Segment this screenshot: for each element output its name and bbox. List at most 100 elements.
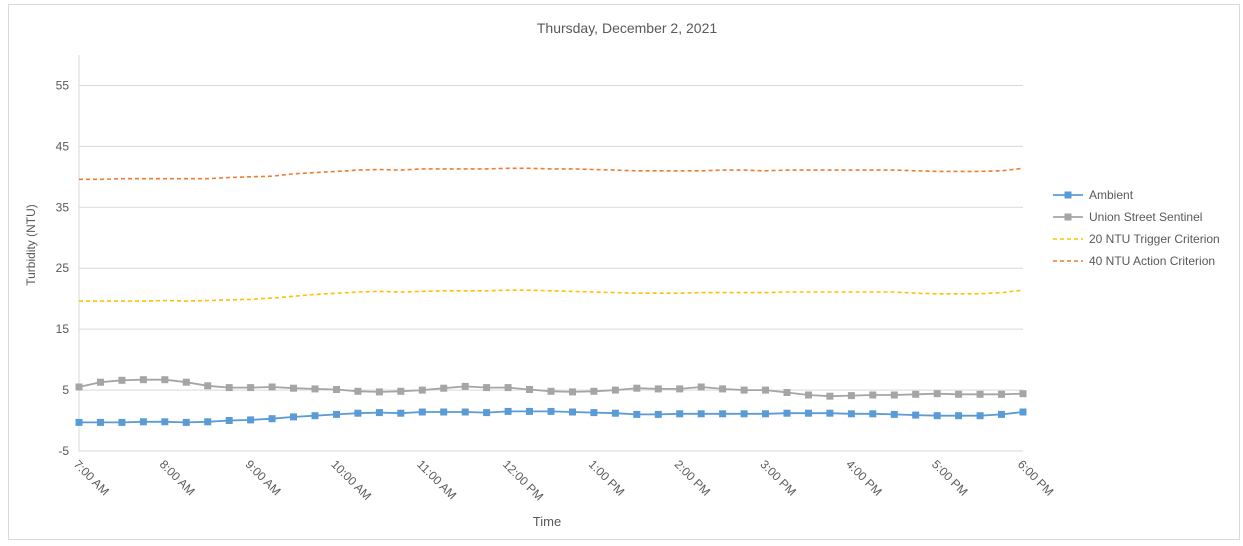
data-point-union-street-sentinel xyxy=(397,387,405,395)
data-point-union-street-sentinel xyxy=(268,383,276,391)
x-tick-label: 7:00 AM xyxy=(71,457,112,498)
legend-marker-union-street-sentinel xyxy=(1064,213,1072,221)
legend: Ambient Union Street Sentinel 20 NTU Trigg… xyxy=(1053,188,1220,268)
data-point-union-street-sentinel xyxy=(740,386,748,394)
data-point-ambient xyxy=(697,410,705,418)
data-point-ambient xyxy=(440,408,448,416)
data-point-union-street-sentinel xyxy=(783,389,791,396)
data-point-union-street-sentinel xyxy=(161,376,169,384)
data-point-union-street-sentinel xyxy=(590,387,598,395)
data-point-ambient xyxy=(611,409,619,417)
data-point-ambient xyxy=(933,412,941,420)
data-point-ambient xyxy=(783,409,791,417)
legend-label-union-street-sentinel: Union Street Sentinel xyxy=(1089,210,1202,224)
x-axis-label: Time xyxy=(533,514,561,529)
data-point-ambient xyxy=(869,410,877,418)
data-point-ambient xyxy=(826,409,834,417)
data-point-ambient xyxy=(998,410,1005,418)
data-point-ambient xyxy=(204,418,212,426)
data-point-ambient xyxy=(676,410,684,418)
x-axis-tick-labels: 7:00 AM 8:00 AM 9:00 AM 10:00 AM 11:00 AM 12:… xyxy=(71,457,1057,503)
data-point-union-street-sentinel xyxy=(182,378,190,386)
x-tick-label: 1:00 PM xyxy=(586,457,628,499)
data-point-union-street-sentinel xyxy=(418,386,426,394)
data-point-union-street-sentinel xyxy=(633,384,641,392)
data-point-ambient xyxy=(483,409,491,417)
turbidity-line-chart: Thursday, December 2, 2021 -5 5 15 25 35 45 55… xyxy=(24,20,1220,529)
data-point-union-street-sentinel xyxy=(290,384,297,392)
data-point-ambient xyxy=(1019,408,1027,416)
data-point-union-street-sentinel xyxy=(97,378,104,386)
gridlines xyxy=(78,55,1023,452)
data-point-ambient xyxy=(375,409,383,417)
y-tick-label-55: 55 xyxy=(56,78,70,92)
x-tick-label: 9:00 AM xyxy=(243,457,284,498)
data-point-union-street-sentinel xyxy=(826,392,834,400)
data-point-union-street-sentinel xyxy=(247,384,255,392)
data-point-ambient xyxy=(161,418,169,426)
data-point-union-street-sentinel xyxy=(654,385,662,393)
data-point-union-street-sentinel xyxy=(504,384,512,392)
legend-label-20-ntu-trigger-criterion: 20 NTU Trigger Criterion xyxy=(1089,232,1220,246)
series-line-20-ntu-trigger-criterion xyxy=(79,289,1024,302)
x-tick-label: 5:00 PM xyxy=(929,457,971,499)
y-tick-label-45: 45 xyxy=(56,139,70,153)
y-tick-label-25: 25 xyxy=(56,261,70,275)
data-point-union-street-sentinel xyxy=(204,382,212,390)
data-point-union-street-sentinel xyxy=(976,390,984,398)
data-point-union-street-sentinel xyxy=(890,391,898,399)
data-point-union-street-sentinel xyxy=(139,376,147,384)
data-point-ambient xyxy=(333,410,340,418)
data-point-ambient xyxy=(461,408,469,416)
data-point-ambient xyxy=(225,417,233,424)
legend-label-40-ntu-action-criterion: 40 NTU Action Criterion xyxy=(1089,254,1215,268)
data-point-union-street-sentinel xyxy=(805,391,812,399)
y-tick-label-15: 15 xyxy=(56,322,70,336)
x-tick-label: 8:00 AM xyxy=(157,457,198,498)
series-group xyxy=(75,167,1027,426)
legend-label-ambient: Ambient xyxy=(1089,188,1134,202)
data-point-union-street-sentinel xyxy=(1019,390,1027,398)
data-point-ambient xyxy=(354,409,362,417)
chart-title: Thursday, December 2, 2021 xyxy=(537,20,717,36)
data-point-ambient xyxy=(547,407,555,415)
data-point-union-street-sentinel xyxy=(762,386,769,394)
data-point-union-street-sentinel xyxy=(75,383,83,391)
x-tick-label: 6:00 PM xyxy=(1015,457,1057,499)
y-axis-tick-labels: -5 5 15 25 35 45 55 xyxy=(56,78,70,458)
data-point-union-street-sentinel xyxy=(611,386,619,394)
data-point-union-street-sentinel xyxy=(676,385,684,393)
data-point-ambient xyxy=(418,408,426,416)
data-point-ambient xyxy=(805,409,812,417)
y-tick-label-5: 5 xyxy=(62,383,69,397)
data-point-ambient xyxy=(569,408,576,416)
data-point-ambient xyxy=(526,407,533,415)
x-tick-label: 3:00 PM xyxy=(757,457,799,499)
data-point-ambient xyxy=(75,418,83,426)
data-point-ambient xyxy=(633,410,641,418)
data-point-union-street-sentinel xyxy=(933,390,941,398)
data-point-ambient xyxy=(397,409,405,417)
data-point-union-street-sentinel xyxy=(547,387,555,395)
x-tick-label: 12:00 PM xyxy=(500,457,546,503)
data-point-ambient xyxy=(762,410,769,418)
data-point-ambient xyxy=(847,410,855,418)
data-point-union-street-sentinel xyxy=(955,390,963,398)
y-axis-label: Turbidity (NTU) xyxy=(24,204,38,286)
data-point-union-street-sentinel xyxy=(483,384,491,392)
data-point-union-street-sentinel xyxy=(912,390,920,398)
data-point-ambient xyxy=(912,411,920,419)
data-point-ambient xyxy=(504,407,512,415)
data-point-union-street-sentinel xyxy=(526,386,533,393)
data-point-ambient xyxy=(976,412,984,420)
x-tick-label: 4:00 PM xyxy=(843,457,885,499)
data-point-union-street-sentinel xyxy=(998,390,1005,398)
y-tick-label-35: 35 xyxy=(56,200,70,214)
data-point-ambient xyxy=(955,412,963,420)
data-point-union-street-sentinel xyxy=(719,385,727,393)
data-point-union-street-sentinel xyxy=(847,392,855,400)
data-point-ambient xyxy=(311,412,319,420)
data-point-union-street-sentinel xyxy=(118,376,126,384)
data-point-union-street-sentinel xyxy=(375,388,383,396)
x-tick-label: 11:00 AM xyxy=(414,457,459,502)
